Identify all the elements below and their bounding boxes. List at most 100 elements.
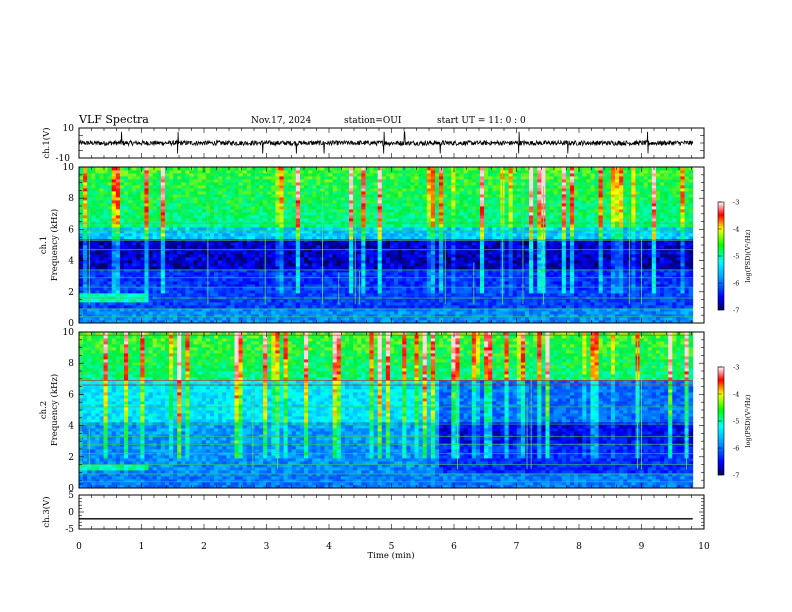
spectrogram-cell (325, 251, 329, 254)
spectrogram-cell (239, 311, 243, 314)
spectrogram-cell (316, 257, 320, 260)
spectrogram-cell (104, 200, 108, 203)
spectrogram-cell (251, 266, 255, 269)
spectrogram-cell (149, 251, 153, 254)
spectrogram-cell (435, 176, 439, 179)
spectrogram-cell (353, 308, 357, 311)
spectrogram-cell (296, 242, 300, 245)
spectrogram-cell (239, 212, 243, 215)
spectrogram-cell (447, 224, 451, 227)
spectrogram-cell (349, 257, 353, 260)
spectrogram-cell (239, 233, 243, 236)
spectrogram-cell (157, 176, 161, 179)
spectrogram-cell (427, 224, 431, 227)
spectrogram-cell (173, 269, 177, 272)
spectrogram-cell (365, 182, 369, 185)
spectrogram-cell (288, 233, 292, 236)
spectrogram-cell (288, 200, 292, 203)
spectrogram-cell (243, 242, 247, 245)
spectrogram-cell (247, 245, 251, 248)
spectrogram-cell (165, 245, 169, 248)
spectrogram-cell (251, 212, 255, 215)
spectrogram-cell (214, 218, 218, 221)
spectrogram-cell (337, 170, 341, 173)
spectrogram-cell (406, 293, 410, 296)
spectrogram-cell (210, 254, 214, 257)
spectrogram-cell (329, 182, 333, 185)
spectrogram-cell (378, 212, 382, 215)
spectrogram-cell (116, 215, 120, 218)
spectrogram-cell (243, 236, 247, 239)
spectrogram-cell (124, 206, 128, 209)
spectrogram-cell (169, 269, 173, 272)
spectrogram-cell (386, 269, 390, 272)
spectrogram-cell (91, 254, 95, 257)
spectrogram-cell (128, 305, 132, 308)
spectrogram-cell (271, 188, 275, 191)
spectrogram-cell (210, 215, 214, 218)
spectrogram-cell (222, 245, 226, 248)
spectrogram-cell (390, 188, 394, 191)
spectrogram-cell (415, 260, 419, 263)
spectrogram-cell (279, 293, 283, 296)
spectrogram-cell (427, 269, 431, 272)
spectrogram-cell (181, 182, 185, 185)
spectrogram-cell (202, 191, 206, 194)
spectrogram-cell (194, 233, 198, 236)
spectrogram-cell (251, 218, 255, 221)
spectrogram-cell (99, 290, 103, 293)
spectrogram-cell (108, 224, 112, 227)
start-time-label: start UT = 11: 0 : 0 (437, 116, 526, 126)
spectrogram-cell (300, 263, 304, 266)
spectrogram-cell (451, 251, 455, 254)
spectrogram-cell (455, 170, 459, 173)
spectrogram-cell (423, 185, 427, 188)
spectrogram-cell (316, 245, 320, 248)
spectrogram-cell (284, 305, 288, 308)
spectrogram-cell (132, 185, 136, 188)
spectrogram-cell (455, 260, 459, 263)
spectrogram-cell (382, 182, 386, 185)
spectrogram-cell (255, 206, 259, 209)
spectrogram-cell (431, 242, 435, 245)
spectrogram-cell (271, 197, 275, 200)
spectrogram-cell (304, 224, 308, 227)
spectrogram-cell (165, 209, 169, 212)
spectrogram-cell (251, 176, 255, 179)
spectrogram-cell (451, 245, 455, 248)
spectrogram-cell (361, 203, 365, 206)
spectrogram-cell (308, 266, 312, 269)
spectrogram-cell (255, 317, 259, 320)
spectrogram-cell (173, 209, 177, 212)
spectrogram-cell (419, 266, 423, 269)
spectrogram-cell (300, 218, 304, 221)
spectrogram-cell (406, 203, 410, 206)
spectrogram-cell (132, 311, 136, 314)
spectrogram-cell (202, 254, 206, 257)
spectrogram-cell (124, 251, 128, 254)
spectrogram-cell (406, 182, 410, 185)
spectrogram-cell (406, 194, 410, 197)
spectrogram-cell (91, 236, 95, 239)
spectrogram-cell (439, 215, 443, 218)
spectrogram-cell (247, 212, 251, 215)
spectrogram-cell (140, 215, 144, 218)
spectrogram-cell (296, 257, 300, 260)
spectrogram-cell (398, 233, 402, 236)
spectrogram-cell (83, 194, 87, 197)
spectrogram-cell (169, 272, 173, 275)
spectrogram-cell (279, 227, 283, 230)
spectrogram-cell (169, 173, 173, 176)
spectrogram-cell (255, 281, 259, 284)
spectrogram-cell (341, 215, 345, 218)
spectrogram-cell (279, 233, 283, 236)
spectrogram-cell (374, 179, 378, 182)
spectrogram-cell (243, 197, 247, 200)
spectrogram-cell (173, 188, 177, 191)
spectrogram-cell (194, 173, 198, 176)
spectrogram-cell (333, 242, 337, 245)
spectrogram-cell (451, 188, 455, 191)
spectrogram-cell (104, 224, 108, 227)
spectrogram-cell (451, 203, 455, 206)
spectrogram-cell (218, 176, 222, 179)
